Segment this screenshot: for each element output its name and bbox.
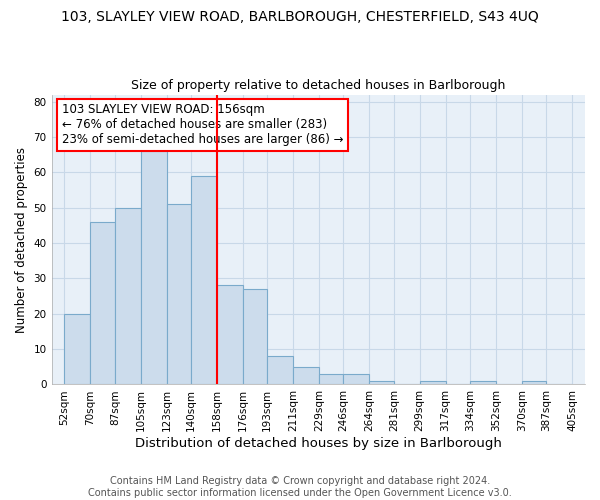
Bar bbox=[243, 289, 267, 384]
Bar bbox=[91, 222, 115, 384]
Text: 103, SLAYLEY VIEW ROAD, BARLBOROUGH, CHESTERFIELD, S43 4UQ: 103, SLAYLEY VIEW ROAD, BARLBOROUGH, CHE… bbox=[61, 10, 539, 24]
Text: Contains HM Land Registry data © Crown copyright and database right 2024.
Contai: Contains HM Land Registry data © Crown c… bbox=[88, 476, 512, 498]
Bar bbox=[217, 286, 243, 384]
Bar bbox=[522, 381, 546, 384]
Bar bbox=[140, 151, 167, 384]
Title: Size of property relative to detached houses in Barlborough: Size of property relative to detached ho… bbox=[131, 79, 505, 92]
Bar bbox=[267, 356, 293, 384]
Bar bbox=[370, 381, 394, 384]
Y-axis label: Number of detached properties: Number of detached properties bbox=[15, 146, 28, 332]
Bar bbox=[191, 176, 217, 384]
Bar bbox=[64, 314, 91, 384]
Bar bbox=[419, 381, 446, 384]
Bar bbox=[319, 374, 343, 384]
Bar bbox=[167, 204, 191, 384]
Bar bbox=[343, 374, 370, 384]
Text: 103 SLAYLEY VIEW ROAD: 156sqm
← 76% of detached houses are smaller (283)
23% of : 103 SLAYLEY VIEW ROAD: 156sqm ← 76% of d… bbox=[62, 104, 344, 146]
Bar bbox=[293, 367, 319, 384]
Bar bbox=[115, 208, 140, 384]
Bar bbox=[470, 381, 496, 384]
X-axis label: Distribution of detached houses by size in Barlborough: Distribution of detached houses by size … bbox=[135, 437, 502, 450]
